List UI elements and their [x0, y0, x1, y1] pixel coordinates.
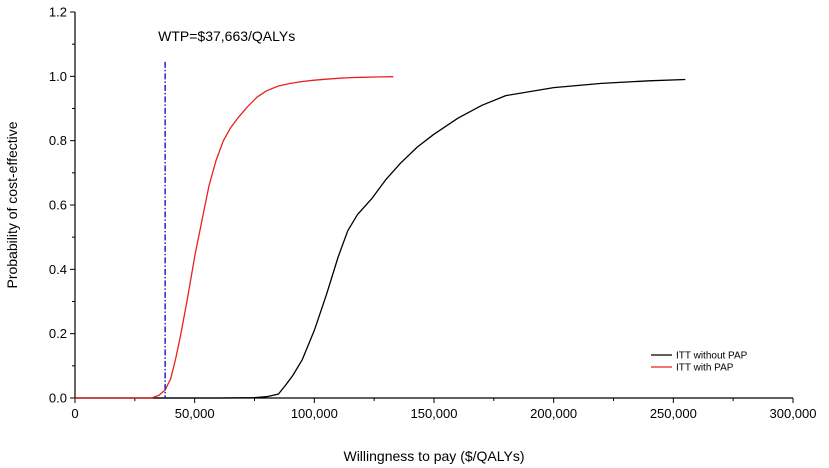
legend-label-itt-without-pap: ITT without PAP [676, 351, 748, 362]
annotation-layer: WTP=$37,663/QALYs [158, 28, 295, 398]
y-tick-label: 0.8 [49, 133, 67, 148]
x-tick-label: 200,000 [530, 406, 577, 421]
y-tick-label: 1.2 [49, 5, 67, 20]
y-axis-ticks: 0.0 0.2 0.4 0.6 0.8 1.0 1.2 [49, 5, 75, 406]
series-layer [75, 76, 686, 399]
y-tick-label: 0.4 [49, 262, 67, 277]
x-tick-label: 150,000 [411, 406, 458, 421]
legend-label-itt-with-pap: ITT with PAP [676, 363, 734, 374]
x-tick-label: 50,000 [175, 406, 215, 421]
y-tick-label: 1.0 [49, 69, 67, 84]
y-tick-label: 0.0 [49, 391, 67, 406]
x-axis-ticks: 0 50,000 100,000 150,000 200,000 250,000 300,0… [71, 398, 817, 421]
x-tick-label: 0 [71, 406, 78, 421]
x-axis-title: Willingness to pay ($/QALYs) [343, 448, 524, 464]
wtp-threshold-label: WTP=$37,663/QALYs [158, 28, 295, 44]
y-tick-label: 0.2 [49, 326, 67, 341]
y-tick-label: 0.6 [49, 198, 67, 213]
y-axis-title: Probability of cost-effective [4, 121, 20, 288]
legend: ITT without PAP ITT with PAP [651, 351, 748, 374]
axes [74, 12, 793, 399]
x-tick-label: 250,000 [650, 406, 697, 421]
series-line-itt-with-pap [75, 76, 394, 399]
x-tick-label: 100,000 [291, 406, 338, 421]
series-line-itt-without-pap [75, 78, 686, 399]
x-tick-label: 300,000 [770, 406, 817, 421]
